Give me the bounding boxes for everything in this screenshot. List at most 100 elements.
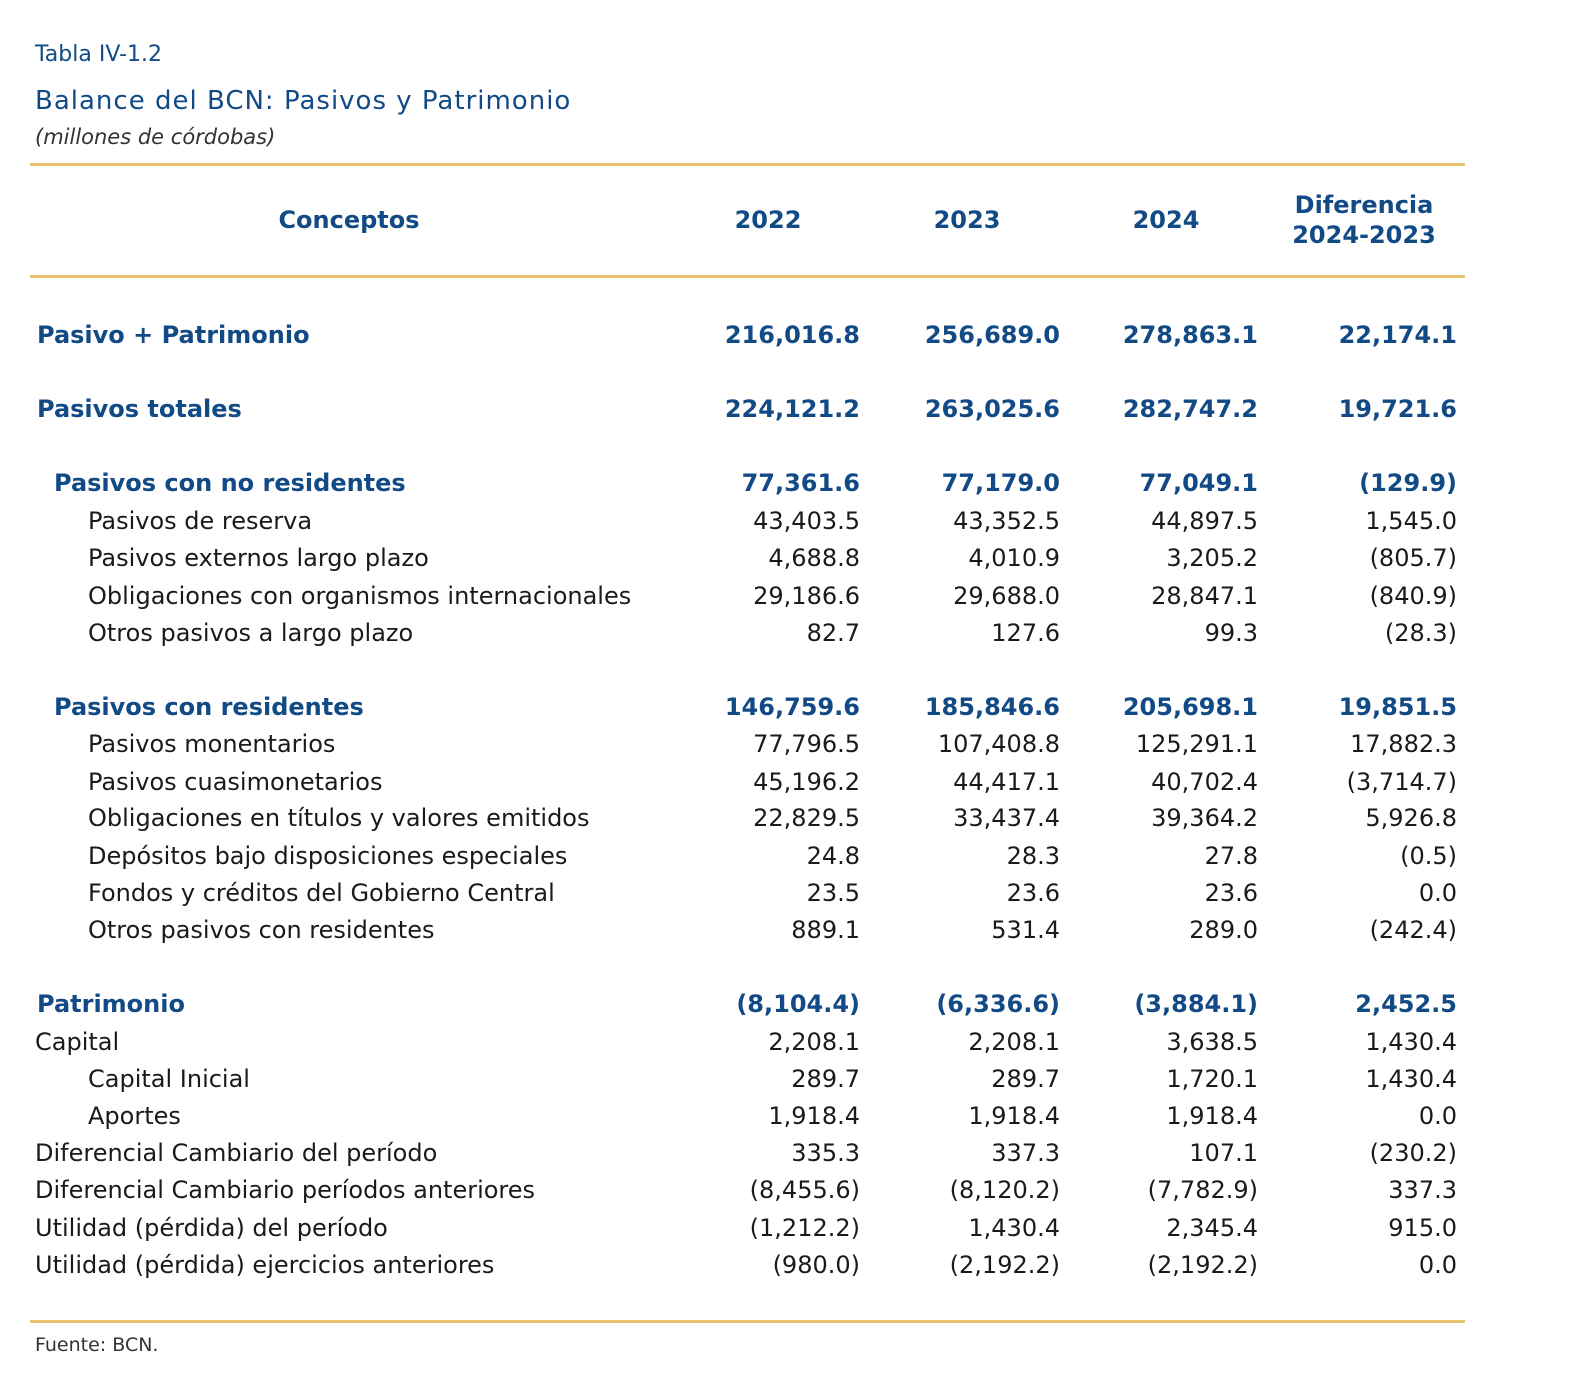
cell-value: 0.0 [1418, 879, 1457, 907]
row-label: Diferencial Cambiario períodos anteriore… [35, 1176, 536, 1204]
cell-value: 107.1 [1189, 1139, 1258, 1167]
cell-value: 4,688.8 [768, 544, 860, 572]
row-label: Diferencial Cambiario del período [35, 1139, 438, 1167]
cell-value: 2,452.5 [1355, 990, 1457, 1018]
cell-value: 224,121.2 [724, 395, 860, 423]
cell-value: 39,364.2 [1151, 804, 1258, 832]
row-label: Utilidad (pérdida) ejercicios anteriores [35, 1251, 495, 1279]
row-label: Pasivos totales [37, 395, 242, 423]
cell-value: 77,179.0 [941, 469, 1060, 497]
cell-value: 335.3 [791, 1139, 860, 1167]
cell-value: 1,918.4 [768, 1102, 860, 1130]
cell-value: 278,863.1 [1122, 321, 1258, 349]
cell-value: (28.3) [1384, 619, 1457, 647]
cell-value: 40,702.4 [1151, 768, 1258, 796]
cell-value: 289.7 [791, 1065, 860, 1093]
cell-value: 531.4 [991, 916, 1060, 944]
cell-value: 3,638.5 [1166, 1028, 1258, 1056]
cell-value: 127.6 [991, 619, 1060, 647]
cell-value: 43,352.5 [953, 507, 1060, 535]
rule [30, 1320, 1465, 1323]
cell-value: 23.6 [1006, 879, 1060, 907]
cell-value: 256,689.0 [924, 321, 1060, 349]
cell-value: 77,796.5 [753, 730, 860, 758]
cell-value: (242.4) [1369, 916, 1457, 944]
cell-value: (805.7) [1369, 544, 1457, 572]
cell-value: (840.9) [1369, 582, 1457, 610]
cell-value: (7,782.9) [1147, 1176, 1258, 1204]
rule [30, 275, 1465, 278]
cell-value: 4,010.9 [968, 544, 1060, 572]
cell-value: 77,361.6 [741, 469, 860, 497]
cell-value: 1,430.4 [968, 1214, 1060, 1242]
cell-value: 205,698.1 [1122, 693, 1258, 721]
cell-value: 22,829.5 [753, 804, 860, 832]
cell-value: 5,926.8 [1365, 804, 1457, 832]
table-label: Tabla IV-1.2 [35, 42, 163, 67]
cell-value: 185,846.6 [924, 693, 1060, 721]
cell-value: 263,025.6 [924, 395, 1060, 423]
cell-value: 77,049.1 [1139, 469, 1258, 497]
cell-value: 44,417.1 [953, 768, 1060, 796]
cell-value: 43,403.5 [753, 507, 860, 535]
cell-value: 2,345.4 [1166, 1214, 1258, 1242]
row-label: Utilidad (pérdida) del período [35, 1214, 388, 1242]
cell-value: (6,336.6) [936, 990, 1060, 1018]
cell-value: 2,208.1 [768, 1028, 860, 1056]
cell-value: 289.0 [1189, 916, 1258, 944]
cell-value: 29,186.6 [753, 582, 860, 610]
row-label: Otros pasivos a largo plazo [88, 619, 414, 647]
row-label: Pasivos con no residentes [54, 469, 406, 497]
row-label: Obligaciones en títulos y valores emitid… [88, 804, 590, 832]
table-subtitle: (millones de córdobas) [35, 125, 276, 149]
cell-value: 45,196.2 [753, 768, 860, 796]
cell-value: 28.3 [1006, 842, 1060, 870]
cell-value: 1,720.1 [1166, 1065, 1258, 1093]
cell-value: 1,918.4 [968, 1102, 1060, 1130]
cell-value: 27.8 [1204, 842, 1258, 870]
column-header: 2024 [1132, 206, 1200, 234]
cell-value: 17,882.3 [1350, 730, 1457, 758]
cell-value: 99.3 [1204, 619, 1258, 647]
cell-value: 146,759.6 [724, 693, 860, 721]
cell-value: 915.0 [1388, 1214, 1457, 1242]
source-note: Fuente: BCN. [35, 1334, 159, 1356]
cell-value: (3,714.7) [1346, 768, 1457, 796]
row-label: Capital Inicial [88, 1065, 250, 1093]
cell-value: 29,688.0 [953, 582, 1060, 610]
cell-value: (3,884.1) [1134, 990, 1258, 1018]
cell-value: 22,174.1 [1338, 321, 1457, 349]
row-label: Obligaciones con organismos internaciona… [88, 582, 632, 610]
cell-value: (8,455.6) [749, 1176, 860, 1204]
rule [30, 163, 1465, 166]
cell-value: 19,721.6 [1338, 395, 1457, 423]
cell-value: 23.6 [1204, 879, 1258, 907]
cell-value: 337.3 [1388, 1176, 1457, 1204]
cell-value: 107,408.8 [937, 730, 1060, 758]
cell-value: (2,192.2) [949, 1251, 1060, 1279]
row-label: Depósitos bajo disposiciones especiales [88, 842, 568, 870]
cell-value: 19,851.5 [1338, 693, 1457, 721]
cell-value: 24.8 [806, 842, 860, 870]
cell-value: 33,437.4 [953, 804, 1060, 832]
cell-value: (129.9) [1359, 469, 1457, 497]
cell-value: 82.7 [806, 619, 860, 647]
row-label: Pasivos cuasimonetarios [88, 768, 383, 796]
cell-value: (980.0) [772, 1251, 860, 1279]
cell-value: 1,430.4 [1365, 1065, 1457, 1093]
cell-value: 44,897.5 [1151, 507, 1258, 535]
cell-value: 889.1 [791, 916, 860, 944]
cell-value: 28,847.1 [1151, 582, 1258, 610]
row-label: Pasivos con residentes [54, 693, 364, 721]
cell-value: (8,120.2) [949, 1176, 1060, 1204]
row-label: Capital [35, 1028, 120, 1056]
column-header: 2023 [933, 206, 1001, 234]
column-header: Conceptos [278, 206, 420, 234]
cell-value: 1,430.4 [1365, 1028, 1457, 1056]
cell-value: 1,918.4 [1166, 1102, 1258, 1130]
cell-value: 125,291.1 [1135, 730, 1258, 758]
cell-value: (0.5) [1400, 842, 1457, 870]
cell-value: (230.2) [1369, 1139, 1457, 1167]
row-label: Aportes [88, 1102, 181, 1130]
row-label: Pasivos monentarios [88, 730, 336, 758]
